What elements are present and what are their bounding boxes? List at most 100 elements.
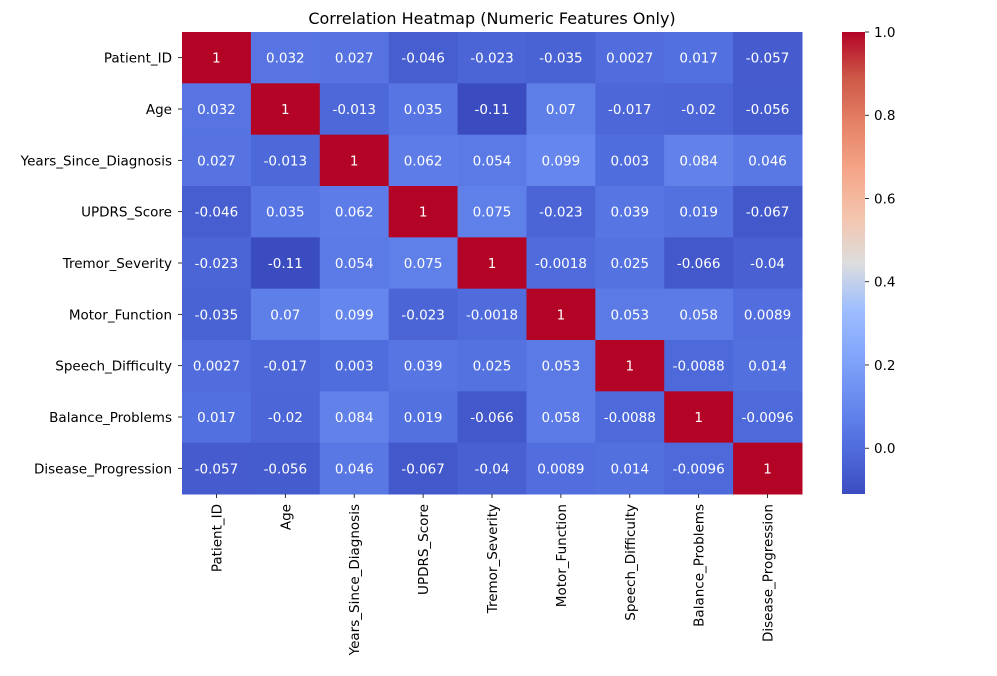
heatmap-cell (733, 442, 803, 495)
cell-value-label: -0.057 (746, 51, 790, 67)
heatmap-cell (595, 134, 665, 187)
heatmap-cell (250, 237, 321, 290)
cell-value-label: -0.066 (470, 410, 514, 426)
cell-value-label: -0.0088 (673, 359, 725, 375)
heatmap-cell (457, 83, 527, 136)
cell-value-label: 0.0089 (537, 461, 584, 477)
heatmap-cell (388, 134, 459, 187)
y-axis-ticks: Patient_ID Age Years_Since_Diagnosis UPDRS_… (20, 51, 182, 477)
cell-value-label: 1 (694, 410, 703, 426)
cell-value-label: -0.046 (195, 205, 239, 221)
cell-value-label: -0.013 (332, 102, 376, 118)
cell-value-label: 0.027 (197, 153, 236, 169)
heatmap-cell (319, 391, 390, 444)
cell-value-label: 0.058 (542, 410, 581, 426)
cell-value-label: -0.04 (750, 256, 785, 272)
cell-value-label: 0.099 (542, 153, 581, 169)
x-tick-label: Disease_Progression (761, 504, 777, 642)
heatmap-cell (526, 237, 596, 290)
cell-value-label: 0.032 (197, 102, 236, 118)
cell-value-label: 0.035 (266, 205, 305, 221)
heatmap-cell (250, 288, 321, 341)
heatmap-cell (595, 391, 665, 444)
heatmap-cell (595, 340, 665, 392)
heatmap-cell (388, 340, 459, 392)
cell-value-label: 0.039 (610, 205, 649, 221)
heatmap-cell (664, 442, 734, 495)
y-tick-label: Speech_Difficulty (55, 359, 172, 375)
heatmap-cell (182, 186, 252, 238)
heatmap-cell (457, 391, 527, 444)
cell-value-label: -0.11 (475, 102, 510, 118)
cell-value-label: 0.032 (266, 51, 305, 67)
heatmap-cell (595, 288, 665, 341)
heatmap-cell (250, 32, 321, 84)
heatmap-cell (388, 442, 459, 495)
cell-value-label: -0.02 (681, 102, 716, 118)
cell-value-label: 0.0027 (606, 51, 653, 67)
cell-value-label: 0.099 (335, 307, 374, 323)
cell-value-label: -0.0018 (535, 256, 587, 272)
heatmap-cell (526, 32, 596, 84)
x-tick-label: Speech_Difficulty (623, 504, 639, 621)
cell-value-label: 0.039 (404, 359, 443, 375)
y-tick-label: UPDRS_Score (81, 205, 172, 221)
heatmap-cell (733, 32, 803, 84)
cell-value-label: 0.075 (404, 256, 443, 272)
cell-value-label: 0.014 (610, 461, 649, 477)
cell-value-label: 0.019 (404, 410, 443, 426)
cell-value-label: -0.0096 (742, 410, 794, 426)
heatmap-cell (250, 442, 321, 495)
x-tick-label: Patient_ID (209, 504, 225, 572)
y-tick-label: Age (146, 102, 172, 118)
heatmap-cell (595, 186, 665, 238)
colorbar-tick-label: 1.0 (874, 25, 895, 41)
colorbar-tick-label: 0.0 (874, 441, 895, 457)
cell-value-label: 1 (763, 461, 772, 477)
heatmap-cell (664, 391, 734, 444)
x-tick-label: Years_Since_Diagnosis (347, 504, 363, 656)
colorbar-tick-label: 0.6 (874, 191, 895, 207)
cell-value-label: 0.035 (404, 102, 443, 118)
cell-value-label: -0.067 (401, 461, 445, 477)
heatmap-cell (526, 186, 596, 238)
heatmap-cell (250, 186, 321, 238)
cell-value-label: 0.003 (610, 153, 649, 169)
heatmap-cell (457, 134, 527, 187)
cell-value-label: -0.023 (539, 205, 583, 221)
cell-value-label: 0.025 (473, 359, 512, 375)
heatmap-cell (388, 186, 459, 238)
heatmap-cells: 1 0.032 0.027 -0.046 -0.023 -0.035 0.0027 0.017… (182, 32, 803, 495)
y-tick-label: Tremor_Severity (62, 256, 172, 272)
heatmap-cell (182, 32, 252, 84)
cell-value-label: 0.003 (335, 359, 374, 375)
colorbar-tick-label: 0.4 (874, 275, 895, 291)
cell-value-label: 1 (350, 153, 359, 169)
x-tick-label: UPDRS_Score (416, 504, 432, 595)
heatmap-cell (664, 134, 734, 187)
cell-value-label: 1 (212, 51, 221, 67)
cell-value-label: -0.04 (475, 461, 510, 477)
cell-value-label: 1 (488, 256, 497, 272)
cell-value-label: -0.023 (470, 51, 514, 67)
heatmap-cell (595, 32, 665, 84)
cell-value-label: 0.058 (679, 307, 718, 323)
cell-value-label: 0.017 (679, 51, 718, 67)
cell-value-label: -0.0018 (466, 307, 518, 323)
heatmap-cell (664, 237, 734, 290)
heatmap-cell (319, 237, 390, 290)
heatmap-cell (182, 134, 252, 187)
heatmap-cell (182, 237, 252, 290)
heatmap-cell (388, 288, 459, 341)
cell-value-label: -0.0088 (604, 410, 656, 426)
cell-value-label: 0.017 (197, 410, 236, 426)
cell-value-label: -0.056 (264, 461, 308, 477)
heatmap-cell (319, 186, 390, 238)
cell-value-label: -0.11 (268, 256, 303, 272)
cell-value-label: 0.054 (335, 256, 374, 272)
cell-value-label: -0.013 (264, 153, 308, 169)
cell-value-label: 1 (281, 102, 290, 118)
heatmap-cell (388, 237, 459, 290)
y-tick-label: Patient_ID (104, 51, 172, 67)
heatmap-cell (664, 186, 734, 238)
